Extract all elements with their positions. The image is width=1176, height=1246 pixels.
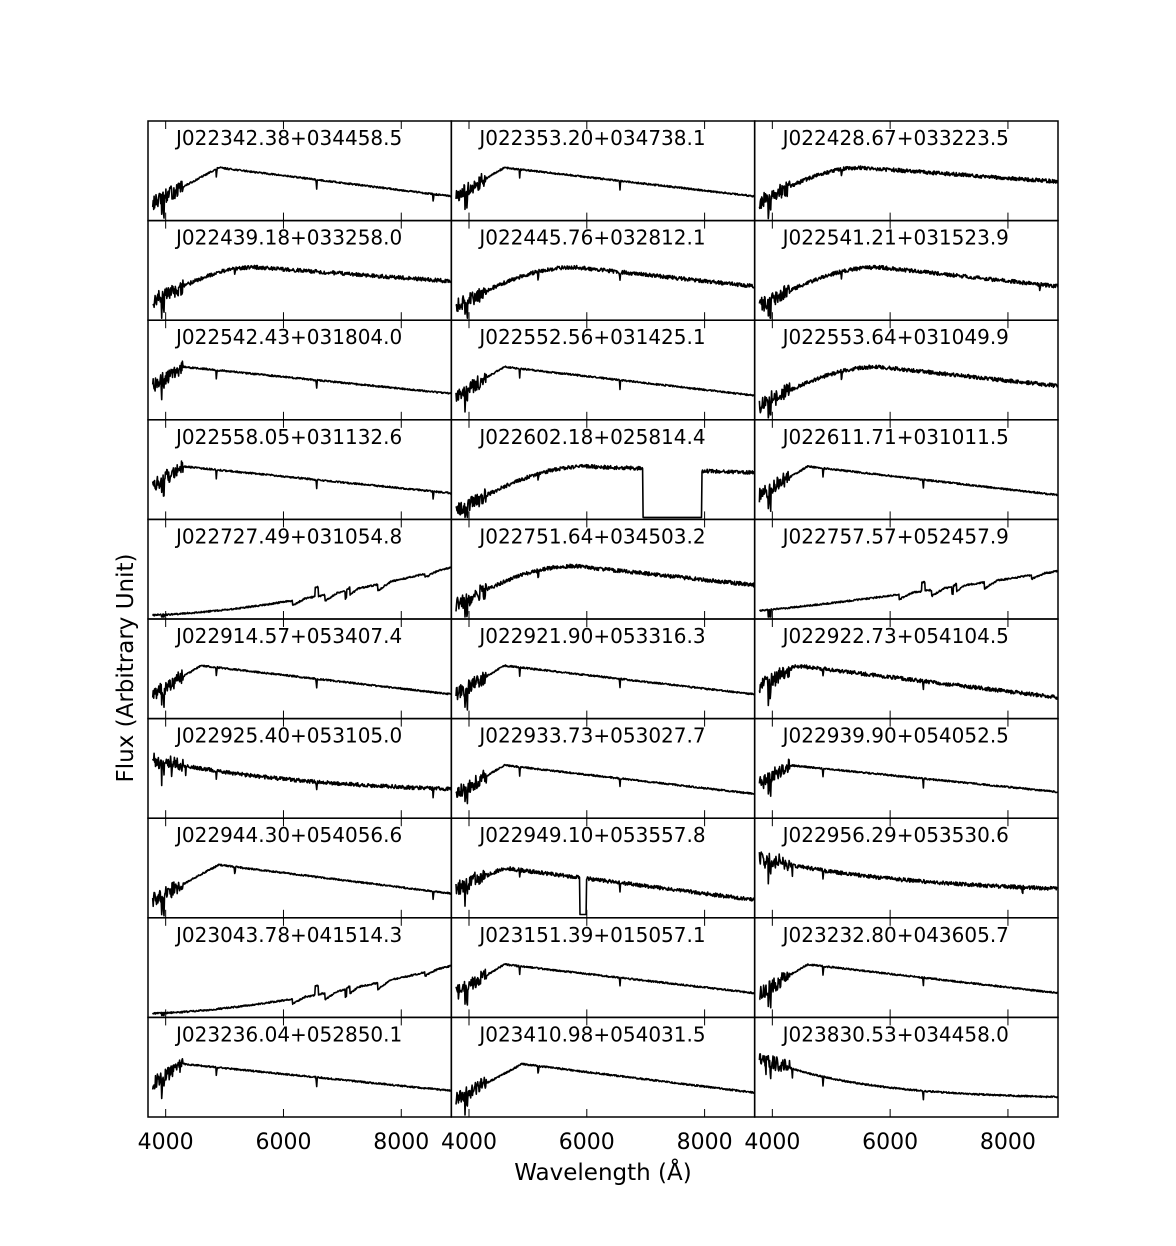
spectrum-line [151,752,452,799]
x-tick-label: 6000 [862,1130,918,1155]
spectrum-line [152,264,452,319]
spectrum-panel [753,1016,1059,1118]
panel-label: J023236.04+052850.1 [174,1022,402,1046]
panel-label: J022944.30+054056.6 [174,823,402,847]
panel-label: J022553.64+031049.9 [781,325,1009,349]
x-tick-label: 8000 [677,1130,733,1155]
panel-frame [753,1016,1059,1118]
panel-label: J022922.73+054104.5 [781,624,1009,648]
spectrum-line [758,758,1058,797]
panel-label: J022439.18+033258.0 [174,226,402,250]
panel-label: J022542.43+031804.0 [174,325,402,349]
spectrum-line [455,166,755,211]
panel-label: J022751.64+034503.2 [477,524,705,548]
x-tick-label: 4000 [138,1130,194,1155]
spectrum-line [455,963,755,1006]
x-tick-label: 8000 [373,1130,429,1155]
x-tick-label: 6000 [559,1130,615,1155]
panel-label: J023410.98+054031.5 [477,1022,705,1046]
spectrum-line [455,763,755,805]
panel-label: J022428.67+033223.5 [781,126,1009,150]
x-tick-label: 4000 [744,1130,800,1155]
panel-label: J022956.29+053530.6 [781,823,1009,847]
panel-label: J022602.18+025814.4 [477,425,705,449]
spectrum-line [455,264,755,319]
x-tick-label: 4000 [441,1130,497,1155]
spectrum-line [151,863,452,917]
spectrum-line [758,364,1059,419]
panel-label: J022558.05+031132.6 [174,425,402,449]
panel-label: J022757.57+052457.9 [781,524,1009,548]
spectrum-line [151,1058,452,1100]
panel-label: J023830.53+034458.0 [781,1022,1009,1046]
panel-label: J022949.10+053557.8 [477,823,705,847]
spectrum-line [151,964,452,1017]
spectrum-line [758,465,1058,512]
spectrum-line [455,463,755,519]
panel-label: J022353.20+034738.1 [477,126,705,150]
panel-label: J022921.90+053316.3 [477,624,705,648]
spectrum-line [455,563,756,618]
panel-label: J023043.78+041514.3 [174,923,402,947]
spectrum-line [758,851,1059,895]
spectrum-line [151,360,452,401]
spectrum-line [758,664,1058,707]
panel-label: J023151.39+015057.1 [477,923,705,947]
panel-label: J022342.38+034458.5 [174,126,402,150]
spectrum-line [758,569,1059,618]
y-axis-label: Flux (Arbitrary Unit) [113,553,139,782]
spectrum-line [151,664,452,708]
panel-label: J022445.76+032812.1 [477,226,705,250]
spectrum-line [455,1062,755,1116]
spectrum-panel [753,518,1059,620]
panel-label: J022611.71+031011.5 [781,425,1009,449]
spectrum-line [151,460,452,500]
spectrum-line [758,1053,1059,1101]
spectrum-line [759,963,1059,1009]
spectrum-line [758,165,1059,220]
spectrum-line [151,566,452,618]
x-tick-label: 8000 [980,1130,1036,1155]
panel-label: J022727.49+031054.8 [174,524,402,548]
x-tick-label: 6000 [255,1130,311,1155]
spectrum-line [758,264,1059,319]
spectrum-line [455,866,756,916]
panel-label: J022925.40+053105.0 [174,724,402,748]
spectrum-line [455,664,755,711]
panel-label: J022914.57+053407.4 [174,624,402,648]
x-axis-label: Wavelength (Å) [514,1158,691,1186]
spectrum-line [151,166,452,219]
panel-label: J022541.21+031523.9 [781,226,1009,250]
labels-layer: J022342.38+034458.5 J022353.20+034738.1 J0… [138,126,1036,1155]
panels-layer [147,120,1059,1118]
panel-label: J022939.90+054052.5 [781,724,1009,748]
panel-label: J023232.80+043605.7 [781,923,1009,947]
panel-label: J022933.73+053027.7 [477,724,705,748]
spectrum-panel [753,618,1059,720]
spectrum-line [455,365,755,413]
panel-label: J022552.56+031425.1 [477,325,705,349]
